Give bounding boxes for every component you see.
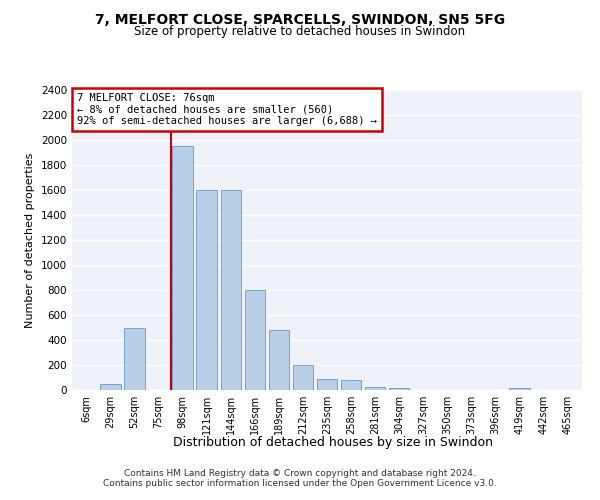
Text: 7 MELFORT CLOSE: 76sqm
← 8% of detached houses are smaller (560)
92% of semi-det: 7 MELFORT CLOSE: 76sqm ← 8% of detached …: [77, 93, 377, 126]
Text: Contains HM Land Registry data © Crown copyright and database right 2024.: Contains HM Land Registry data © Crown c…: [124, 468, 476, 477]
Bar: [172, 146, 193, 390]
Bar: [389, 388, 409, 390]
Y-axis label: Number of detached properties: Number of detached properties: [25, 152, 35, 328]
Bar: [124, 328, 145, 390]
Text: Size of property relative to detached houses in Swindon: Size of property relative to detached ho…: [134, 25, 466, 38]
Bar: [365, 387, 385, 390]
Bar: [221, 190, 241, 390]
Bar: [293, 365, 313, 390]
Bar: [196, 190, 217, 390]
Bar: [269, 330, 289, 390]
Text: 7, MELFORT CLOSE, SPARCELLS, SWINDON, SN5 5FG: 7, MELFORT CLOSE, SPARCELLS, SWINDON, SN…: [95, 12, 505, 26]
Bar: [100, 384, 121, 390]
Bar: [245, 290, 265, 390]
Text: Contains public sector information licensed under the Open Government Licence v3: Contains public sector information licen…: [103, 478, 497, 488]
Bar: [341, 380, 361, 390]
Bar: [509, 388, 530, 390]
Text: Distribution of detached houses by size in Swindon: Distribution of detached houses by size …: [173, 436, 493, 449]
Bar: [317, 380, 337, 390]
